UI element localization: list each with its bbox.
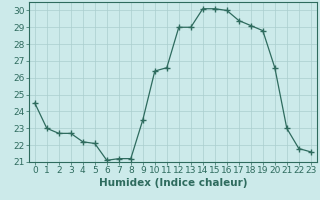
X-axis label: Humidex (Indice chaleur): Humidex (Indice chaleur) [99,178,247,188]
